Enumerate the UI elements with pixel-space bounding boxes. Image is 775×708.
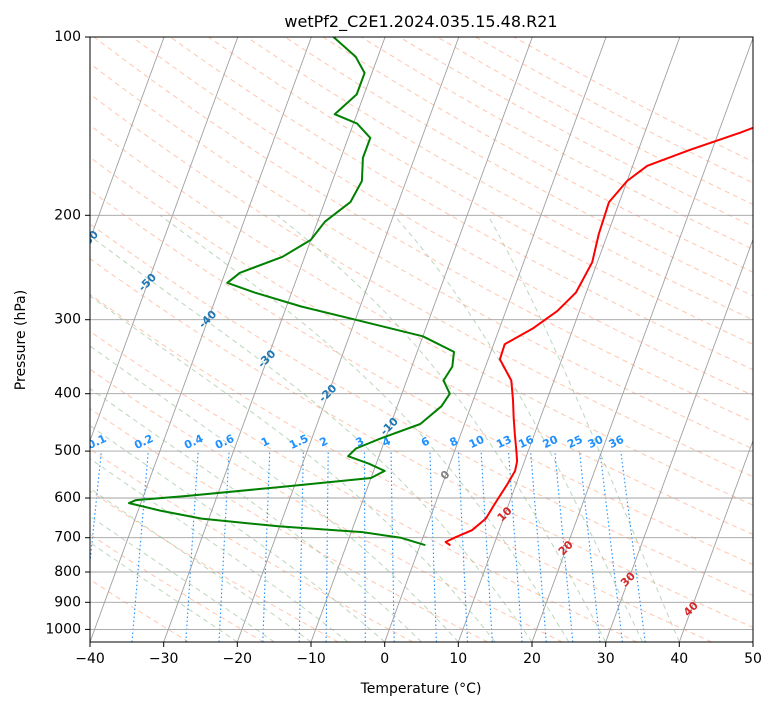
mixing-ratio-label: 30 bbox=[586, 433, 606, 451]
moist-adiabat bbox=[90, 541, 238, 642]
mixing-ratio-label: 13 bbox=[494, 433, 513, 451]
background-lines bbox=[90, 37, 753, 642]
isotherm-gridline bbox=[310, 37, 533, 642]
mixing-ratio-line bbox=[599, 451, 623, 642]
x-tick-label: 50 bbox=[744, 651, 762, 667]
x-axis-title: Temperature (°C) bbox=[360, 681, 482, 697]
moist-adiabat bbox=[487, 215, 680, 642]
moist-adiabat bbox=[90, 457, 349, 642]
dry-adiabat bbox=[90, 490, 339, 642]
y-axis-title: Pressure (hPa) bbox=[13, 290, 29, 390]
dry-adiabat bbox=[284, 37, 753, 297]
dry-adiabat bbox=[90, 533, 264, 642]
moist-adiabat bbox=[90, 515, 275, 642]
isotherm-gridline bbox=[236, 37, 460, 642]
isotherm-gridline bbox=[678, 439, 753, 642]
y-tick-label: 100 bbox=[54, 29, 81, 45]
dry-adiabat bbox=[90, 156, 753, 536]
isotherm-gridline bbox=[90, 37, 239, 443]
y-tick-label: 1000 bbox=[45, 621, 81, 637]
isotherm-gridline bbox=[457, 37, 681, 642]
dry-adiabat bbox=[93, 37, 753, 423]
isotherm-gridline bbox=[90, 37, 312, 642]
profile-lines bbox=[128, 37, 753, 546]
dry-adiabat bbox=[90, 293, 712, 642]
x-tick-label: 10 bbox=[449, 651, 467, 667]
moist-adiabat bbox=[159, 214, 570, 642]
y-tick-label: 700 bbox=[54, 530, 81, 546]
mixing-ratio-label: 36 bbox=[607, 433, 627, 451]
moist-adiabat bbox=[90, 387, 422, 642]
x-tick-label: 20 bbox=[523, 651, 541, 667]
dry-adiabat bbox=[90, 93, 753, 478]
mixing-ratio-label: 16 bbox=[516, 433, 536, 451]
y-tick-label: 400 bbox=[54, 386, 81, 402]
mixing-ratio-label: 20 bbox=[541, 433, 561, 451]
x-tick-label: 30 bbox=[597, 651, 615, 667]
axis-ticks: −40 −30 −20 −10 0 10 20 30 40 50 100 200 300 400 500 60… bbox=[45, 29, 762, 667]
dewpoint-profile-line bbox=[128, 37, 455, 546]
x-tick-label: −30 bbox=[149, 651, 179, 667]
mixing-ratio-label: 10 bbox=[467, 433, 487, 451]
dry-adiabat bbox=[90, 258, 753, 628]
mixing-ratio-line bbox=[620, 451, 646, 642]
moist-adiabat bbox=[276, 214, 607, 642]
x-tick-label: −40 bbox=[75, 651, 105, 667]
isotherm-label: -60 bbox=[78, 228, 101, 251]
plot-frame bbox=[89, 36, 754, 643]
y-tick-label: 200 bbox=[54, 207, 81, 223]
x-tick-label: 0 bbox=[380, 651, 389, 667]
isotherm-gridline bbox=[605, 238, 753, 642]
y-tick-label: 300 bbox=[54, 312, 81, 328]
mixing-ratio-label: 25 bbox=[565, 433, 584, 451]
x-tick-label: −10 bbox=[296, 651, 326, 667]
isotherm-gridline bbox=[531, 37, 753, 642]
moist-adiabat bbox=[90, 345, 459, 642]
moist-adiabat bbox=[90, 295, 496, 642]
x-tick-label: 40 bbox=[670, 651, 688, 667]
y-tick-label: 900 bbox=[54, 594, 81, 610]
isotherm-gridline bbox=[163, 37, 386, 642]
y-tick-label: 500 bbox=[54, 443, 81, 459]
chart-title: wetPf2_C2E1.2024.035.15.48.R21 bbox=[284, 12, 557, 32]
moist-adiabat bbox=[90, 235, 533, 642]
isotherm-gridline bbox=[384, 37, 607, 642]
y-tick-label: 600 bbox=[54, 490, 81, 506]
moist-adiabat bbox=[393, 214, 643, 642]
temperature-profile-line bbox=[444, 126, 753, 546]
dry-adiabat bbox=[90, 223, 753, 597]
dry-adiabat bbox=[170, 37, 753, 371]
dry-adiabat bbox=[208, 37, 753, 346]
isotherm-gridline bbox=[90, 37, 165, 241]
x-tick-label: −20 bbox=[223, 651, 253, 667]
y-tick-label: 800 bbox=[54, 564, 81, 580]
dry-adiabat bbox=[90, 407, 488, 642]
